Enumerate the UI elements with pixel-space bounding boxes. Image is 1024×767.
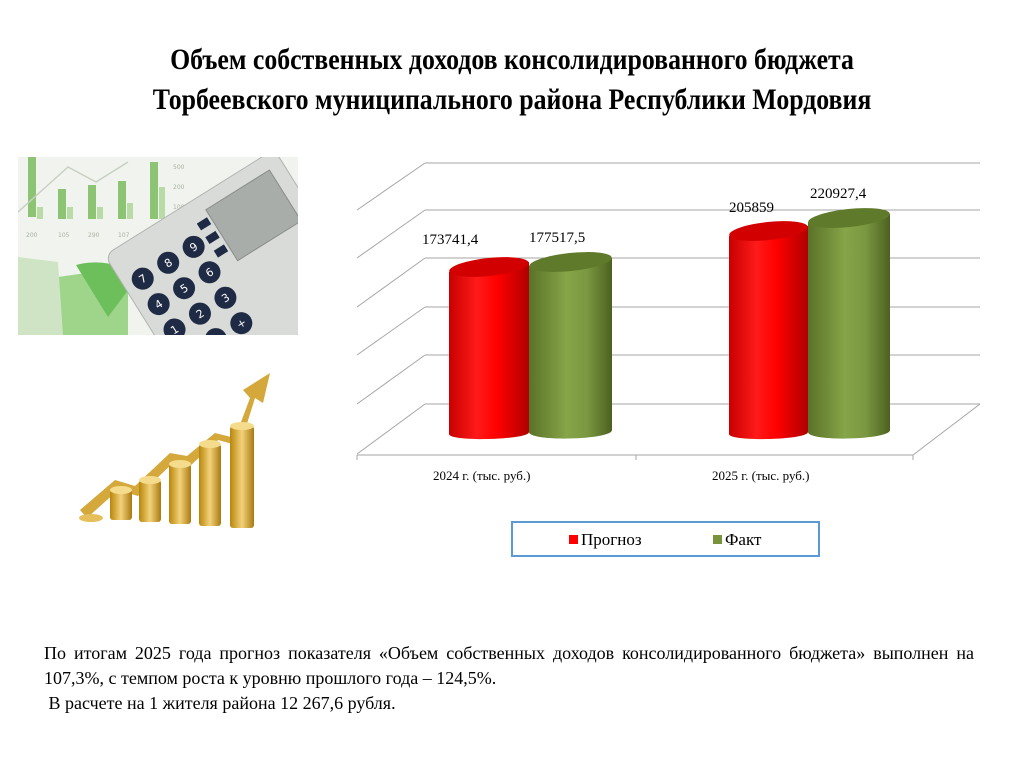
bar-2025-fakt	[808, 208, 890, 439]
legend-swatch-green-icon	[713, 535, 722, 544]
note-paragraph-2: В расчете на 1 жителя района 12 267,6 ру…	[44, 693, 396, 713]
category-label-2025: 2025 г. (тыс. руб.)	[712, 468, 810, 483]
svg-text:107: 107	[118, 232, 130, 239]
svg-text:100: 100	[173, 204, 185, 211]
data-label-2025-prognoz: 205859	[729, 200, 774, 216]
summary-note: По итогам 2025 года прогноз показателя «…	[44, 641, 974, 716]
note-paragraph-1: По итогам 2025 года прогноз показателя «…	[44, 643, 974, 688]
legend-label-fakt: Факт	[725, 530, 762, 549]
chart-plot-area	[356, 162, 981, 460]
legend-swatch-red-icon	[569, 535, 578, 544]
svg-text:200: 200	[173, 184, 185, 191]
category-label-2024: 2024 г. (тыс. руб.)	[433, 468, 531, 483]
svg-text:105: 105	[58, 232, 70, 239]
bar-2025-prognoz	[729, 221, 808, 440]
coins-growth-image	[75, 368, 285, 538]
title-line-1: Объем собственных доходов консолидирован…	[170, 43, 854, 76]
data-label-2025-fakt: 220927,4	[810, 186, 867, 202]
svg-text:290: 290	[88, 232, 100, 239]
title-line-2: Торбеевского муниципального района Респу…	[152, 83, 872, 116]
legend-label-prognoz: Прогноз	[581, 530, 642, 549]
slide-title: Объем собственных доходов консолидирован…	[72, 40, 953, 120]
bar-2024-fakt	[529, 252, 612, 439]
revenue-chart: 173741,4 177517,5 205859 220927,4 2024 г…	[340, 150, 1000, 570]
svg-text:500: 500	[173, 164, 185, 171]
legend-item-fakt: Факт	[713, 531, 761, 549]
chart-legend: Прогноз Факт	[511, 521, 820, 557]
data-label-2024-fakt: 177517,5	[529, 230, 586, 246]
legend-item-prognoz: Прогноз	[569, 531, 642, 549]
data-label-2024-prognoz: 173741,4	[422, 232, 479, 248]
bar-2024-prognoz	[449, 257, 529, 440]
svg-text:200: 200	[26, 232, 38, 239]
